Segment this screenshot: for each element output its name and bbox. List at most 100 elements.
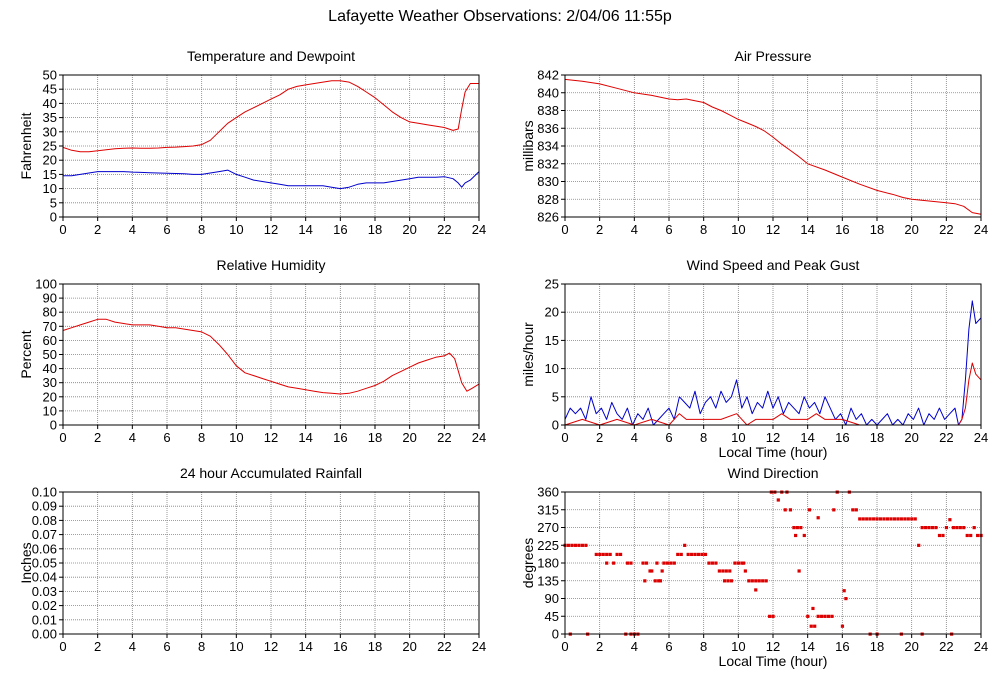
humidity-x-tick-label: 8 bbox=[198, 430, 205, 445]
direction-point bbox=[696, 552, 701, 557]
rain-y-tick-label: 0.08 bbox=[32, 513, 57, 528]
direction-point bbox=[644, 561, 649, 565]
humidity-x-tick-label: 12 bbox=[264, 430, 278, 445]
rain-y-axis-label: Inches bbox=[18, 542, 34, 583]
rain-x-tick-label: 18 bbox=[368, 639, 382, 654]
rain-x-tick-label: 20 bbox=[402, 639, 416, 654]
wind-x-tick-label: 20 bbox=[904, 430, 918, 445]
direction-point bbox=[969, 533, 973, 538]
humidity-y-tick-label: 0 bbox=[50, 418, 57, 433]
direction-point bbox=[920, 526, 924, 530]
direction-point bbox=[962, 526, 966, 530]
rain-y-tick-label: 0.03 bbox=[32, 584, 57, 599]
wind-y-tick-label: 10 bbox=[545, 361, 559, 376]
direction-y-tick-label: 315 bbox=[537, 502, 559, 517]
direction-point bbox=[714, 561, 718, 565]
humidity-chart-title: Relative Humidity bbox=[217, 257, 326, 273]
rain-x-tick-label: 10 bbox=[229, 639, 243, 654]
direction-point bbox=[878, 517, 883, 521]
direction-point bbox=[823, 614, 827, 618]
rain-x-tick-label: 14 bbox=[298, 639, 312, 654]
pressure-y-tick-label: 838 bbox=[537, 103, 559, 118]
direction-point bbox=[820, 614, 824, 618]
direction-point bbox=[826, 614, 831, 618]
direction-point bbox=[690, 552, 694, 557]
direction-point bbox=[951, 526, 955, 530]
direction-point bbox=[783, 508, 787, 512]
direction-point bbox=[854, 508, 858, 512]
wind-y-tick-label: 0 bbox=[552, 418, 559, 433]
direction-point bbox=[605, 561, 609, 565]
temp-y-axis-label: Fahrenheit bbox=[18, 112, 34, 179]
wind-x-tick-label: 24 bbox=[974, 430, 988, 445]
direction-point bbox=[747, 579, 751, 583]
temp-y-tick-label: 50 bbox=[43, 68, 57, 83]
direction-point bbox=[580, 543, 585, 547]
direction-point bbox=[594, 552, 598, 557]
wind-y-tick-label: 5 bbox=[552, 389, 559, 404]
direction-point bbox=[795, 526, 799, 530]
direction-point bbox=[676, 552, 680, 557]
pressure-x-tick-label: 14 bbox=[800, 222, 814, 237]
humidity-y-axis-label: Percent bbox=[18, 330, 34, 378]
rain-x-tick-label: 16 bbox=[333, 639, 347, 654]
temp-y-tick-label: 0 bbox=[50, 210, 57, 225]
direction-point bbox=[792, 526, 796, 530]
rain-x-tick-label: 22 bbox=[437, 639, 451, 654]
humidity-y-tick-label: 70 bbox=[43, 319, 57, 334]
pressure-x-tick-label: 24 bbox=[974, 222, 988, 237]
wind-chart-title: Wind Speed and Peak Gust bbox=[687, 257, 860, 273]
wind-y-tick-label: 20 bbox=[545, 305, 559, 320]
temp-y-tick-label: 40 bbox=[43, 96, 57, 111]
direction-y-tick-label: 0 bbox=[552, 627, 559, 642]
direction-point bbox=[865, 517, 869, 521]
humidity-y-tick-label: 10 bbox=[43, 403, 57, 418]
pressure-x-tick-label: 16 bbox=[835, 222, 849, 237]
direction-point bbox=[832, 508, 836, 512]
direction-point bbox=[799, 526, 803, 530]
wind-x-tick-label: 14 bbox=[800, 430, 814, 445]
direction-x-tick-label: 18 bbox=[870, 639, 884, 654]
page-title: Lafayette Weather Observations: 2/04/06 … bbox=[328, 8, 672, 25]
rain-x-tick-label: 24 bbox=[472, 639, 486, 654]
humidity-x-tick-label: 18 bbox=[368, 430, 382, 445]
direction-x-tick-label: 20 bbox=[904, 639, 918, 654]
direction-point bbox=[930, 526, 935, 530]
direction-point bbox=[724, 569, 728, 573]
direction-point bbox=[662, 561, 666, 565]
direction-point bbox=[934, 526, 938, 530]
direction-x-tick-label: 6 bbox=[665, 639, 672, 654]
rain-y-tick-label: 0.10 bbox=[32, 485, 57, 500]
wind-y-tick-label: 15 bbox=[545, 333, 559, 348]
temp-x-tick-label: 14 bbox=[298, 222, 312, 237]
direction-point bbox=[721, 569, 725, 573]
temp-chart-title: Temperature and Dewpoint bbox=[187, 48, 355, 64]
direction-point bbox=[728, 569, 732, 573]
humidity-x-tick-label: 4 bbox=[129, 430, 136, 445]
direction-y-tick-label: 180 bbox=[537, 556, 559, 571]
pressure-y-tick-label: 842 bbox=[537, 68, 559, 83]
direction-point bbox=[896, 517, 900, 521]
direction-point bbox=[717, 569, 721, 573]
wind-x-tick-label: 0 bbox=[561, 430, 568, 445]
wind-y-axis-label: miles/hour bbox=[520, 322, 536, 387]
direction-point bbox=[743, 569, 747, 573]
rain-y-tick-label: 0.00 bbox=[32, 627, 57, 642]
direction-point bbox=[665, 561, 669, 565]
direction-point bbox=[584, 543, 588, 547]
humidity-y-tick-label: 30 bbox=[43, 375, 57, 390]
pressure-y-tick-label: 828 bbox=[537, 192, 559, 207]
humidity-y-tick-label: 40 bbox=[43, 361, 57, 376]
temp-x-tick-label: 8 bbox=[198, 222, 205, 237]
direction-point bbox=[811, 606, 815, 611]
direction-x-tick-label: 16 bbox=[835, 639, 849, 654]
direction-point bbox=[830, 614, 834, 618]
pressure-x-tick-label: 20 bbox=[904, 222, 918, 237]
direction-x-tick-label: 12 bbox=[766, 639, 780, 654]
wind-series-line bbox=[564, 362, 982, 426]
direction-point bbox=[976, 533, 980, 538]
pressure-y-tick-label: 832 bbox=[537, 156, 559, 171]
pressure-y-tick-label: 830 bbox=[537, 174, 559, 189]
humidity-x-tick-label: 22 bbox=[437, 430, 451, 445]
rain-x-tick-label: 12 bbox=[264, 639, 278, 654]
